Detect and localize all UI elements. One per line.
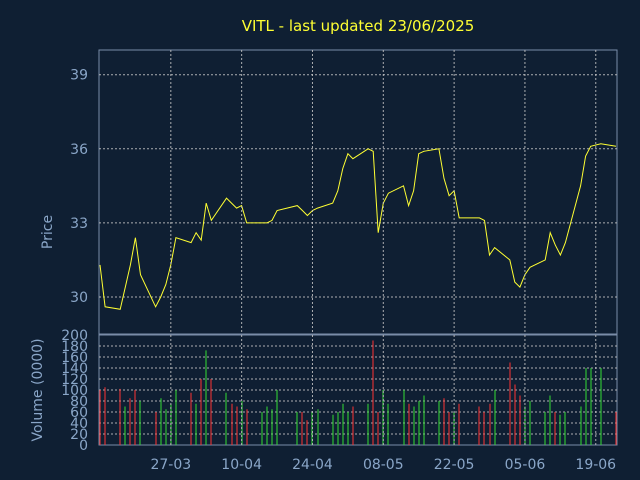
price-tick-label: 39 bbox=[70, 68, 88, 84]
volume-tick-label: 80 bbox=[70, 394, 88, 410]
volume-axis-label: Volume (0000) bbox=[30, 338, 46, 441]
volume-tick-label: 180 bbox=[61, 339, 88, 355]
x-axis: 27-03 10-04 24-04 08-05 22-05 05-06 19-06 bbox=[150, 50, 616, 473]
volume-tick-label: 120 bbox=[61, 372, 88, 388]
x-tick-label: 24-04 bbox=[292, 457, 333, 473]
x-tick-label: 27-03 bbox=[150, 457, 191, 473]
x-tick-label: 22-05 bbox=[434, 457, 475, 473]
price-frame bbox=[98, 49, 618, 335]
volume-tick-label: 200 bbox=[61, 328, 88, 344]
volume-tick-label: 40 bbox=[70, 416, 88, 432]
volume-tick-label: 140 bbox=[61, 361, 88, 377]
price-tick-label: 36 bbox=[70, 142, 88, 158]
price-line bbox=[99, 143, 617, 310]
price-panel: 30 33 36 39 Price bbox=[40, 49, 618, 335]
x-tick-label: 10-04 bbox=[221, 457, 262, 473]
price-tick-label: 33 bbox=[70, 216, 88, 232]
x-tick-label: 05-06 bbox=[505, 457, 546, 473]
volume-tick-label: 160 bbox=[61, 350, 88, 366]
volume-tick-label: 60 bbox=[70, 405, 88, 421]
volume-tick-label: 100 bbox=[61, 383, 88, 399]
price-axis-label: Price bbox=[40, 215, 56, 249]
x-tick-label: 08-05 bbox=[363, 457, 404, 473]
volume-tick-label: 0 bbox=[79, 438, 88, 454]
price-tick-label: 30 bbox=[70, 290, 88, 306]
chart-title: VITL - last updated 23/06/2025 bbox=[242, 17, 475, 35]
volume-tick-label: 20 bbox=[70, 427, 88, 443]
x-tick-label: 19-06 bbox=[575, 457, 616, 473]
